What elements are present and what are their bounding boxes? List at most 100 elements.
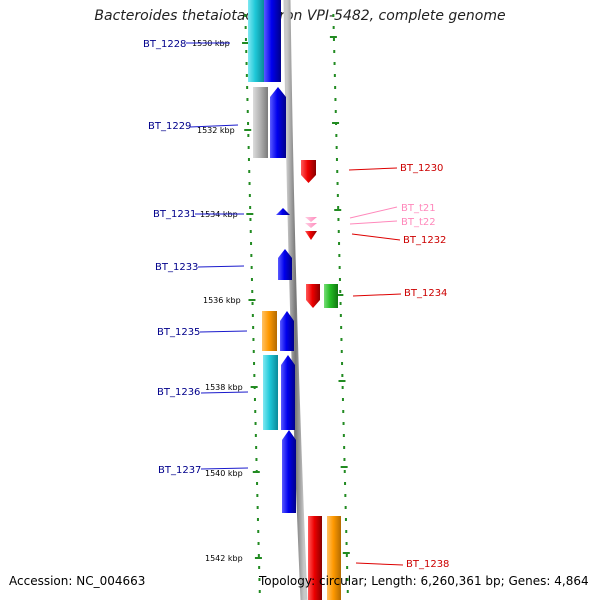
left-tick-mark — [255, 446, 258, 449]
left-tick-mark — [250, 242, 253, 245]
left-tick-mark — [251, 290, 254, 293]
right-tick-mark — [338, 242, 341, 245]
map-title: Bacteroides thetaiotaomicron VPI-5482, c… — [94, 8, 506, 24]
gene-label-bt1235[interactable]: BT_1235 — [157, 327, 200, 338]
left-tick-mark — [252, 326, 255, 329]
left-tick-mark — [244, 26, 247, 29]
gene-label-bt1228[interactable]: BT_1228 — [143, 39, 186, 50]
right-tick-mark — [342, 434, 345, 437]
left-tick-mark — [257, 530, 260, 533]
gene-bt1230-arrow — [301, 160, 316, 183]
right-tick-mark — [342, 422, 345, 425]
left-tick-mark — [247, 158, 250, 161]
gene-bt1229-arrow — [270, 87, 286, 158]
right-tick-mark — [333, 74, 336, 77]
gene-label-bt1232[interactable]: BT_1232 — [403, 235, 446, 246]
gray-feature — [253, 87, 268, 158]
left-tick-mark — [257, 542, 260, 545]
right-tick-mark — [340, 350, 343, 353]
left-tick-mark — [257, 554, 260, 557]
left-tick-mark — [248, 182, 251, 185]
scale-label-1536: 1536 kbp — [203, 296, 241, 305]
right-gene-labels: BT_1230 BT_t21 BT_t22 BT_1232 BT_1234 BT… — [348, 163, 449, 570]
right-tick-mark — [333, 50, 336, 53]
scale-ticks: 1530 kbp 1532 kbp 1534 kbp 1536 kbp 1538… — [192, 39, 243, 563]
gene-label-bt-t21[interactable]: BT_t21 — [401, 203, 436, 214]
right-tick-mark — [338, 278, 341, 281]
right-tick-mark — [336, 194, 339, 197]
left-tick-mark — [253, 362, 256, 365]
gene-label-bt1234[interactable]: BT_1234 — [404, 288, 447, 299]
scale-label-1540: 1540 kbp — [205, 469, 243, 478]
leader-line-bt-t21 — [349, 206, 398, 219]
leader-line-bt1229 — [189, 124, 239, 128]
leader-line-bt1230 — [348, 167, 398, 171]
gene-bt1237-arrow — [282, 430, 296, 513]
left-tick-mark — [258, 566, 261, 569]
right-tick-mark — [341, 362, 344, 365]
right-tick-mark-major — [332, 122, 340, 124]
right-tick-mark — [337, 218, 340, 221]
gene-label-bt1229[interactable]: BT_1229 — [148, 121, 191, 132]
left-tick-mark — [244, 14, 247, 17]
left-tick-mark — [245, 62, 248, 65]
left-tick-mark — [249, 230, 252, 233]
gene-label-bt1233[interactable]: BT_1233 — [155, 262, 198, 273]
right-tick-mark-major — [340, 466, 348, 468]
left-tick-mark — [251, 314, 254, 317]
right-tick-mark — [345, 554, 348, 557]
scale-label-1542: 1542 kbp — [205, 554, 243, 563]
left-tick-mark-major — [254, 557, 262, 559]
gene-label-bt1237[interactable]: BT_1237 — [158, 465, 201, 476]
leader-line-bt1237 — [200, 467, 249, 470]
left-tick-mark-major — [248, 299, 256, 301]
gene-bt1235-arrow — [280, 311, 294, 351]
right-tick-mark — [341, 386, 344, 389]
right-tick-mark — [346, 566, 349, 569]
gene-label-bt1236[interactable]: BT_1236 — [157, 387, 200, 398]
right-tick-mark — [339, 314, 342, 317]
right-tick-mark — [335, 134, 338, 137]
left-tick-mark-major — [252, 471, 260, 473]
leader-line-bt-t22 — [349, 220, 398, 225]
right-tick-mark — [338, 254, 341, 257]
left-tick-mark — [256, 506, 259, 509]
leader-line-bt1233 — [197, 265, 245, 268]
gene-label-bt-t22[interactable]: BT_t22 — [401, 217, 436, 228]
right-tick-mark — [332, 14, 335, 17]
left-tick-mark — [250, 254, 253, 257]
left-tick-mark — [246, 98, 249, 101]
right-tick-mark — [336, 170, 339, 173]
left-tick-mark — [246, 86, 249, 89]
right-tick-mark — [334, 86, 337, 89]
left-tick-mark — [255, 458, 258, 461]
left-tick-mark — [254, 422, 257, 425]
orange-feature-2 — [327, 516, 341, 600]
right-tick-mark — [337, 206, 340, 209]
left-tick-mark — [247, 122, 250, 125]
left-tick-mark — [253, 398, 256, 401]
left-tick-mark — [244, 38, 247, 41]
gene-label-bt1230[interactable]: BT_1230 — [400, 163, 443, 174]
accession-text: Accession: NC_004663 — [9, 574, 146, 588]
gene-label-bt1238[interactable]: BT_1238 — [406, 559, 449, 570]
left-tick-mark — [254, 434, 257, 437]
leader-line-bt1232 — [351, 233, 401, 241]
right-tick-mark — [341, 374, 344, 377]
right-tick-mark — [337, 230, 340, 233]
right-tick-mark — [344, 494, 347, 497]
gene-bt1236-arrow — [281, 355, 295, 430]
left-tick-mark-major — [242, 42, 250, 44]
right-tick-mark — [343, 458, 346, 461]
gene-bt1234-arrow — [306, 284, 320, 308]
scale-label-1538: 1538 kbp — [205, 383, 243, 392]
right-tick-mark — [339, 290, 342, 293]
gene-bt1232-arrow — [305, 231, 317, 240]
left-tick-mark — [245, 74, 248, 77]
gene-label-bt1231[interactable]: BT_1231 — [153, 209, 196, 220]
right-tick-mark-major — [329, 36, 337, 38]
left-tick-mark — [249, 218, 252, 221]
right-tick-mark — [335, 146, 338, 149]
left-tick-mark — [258, 578, 261, 581]
left-tick-mark — [252, 338, 255, 341]
